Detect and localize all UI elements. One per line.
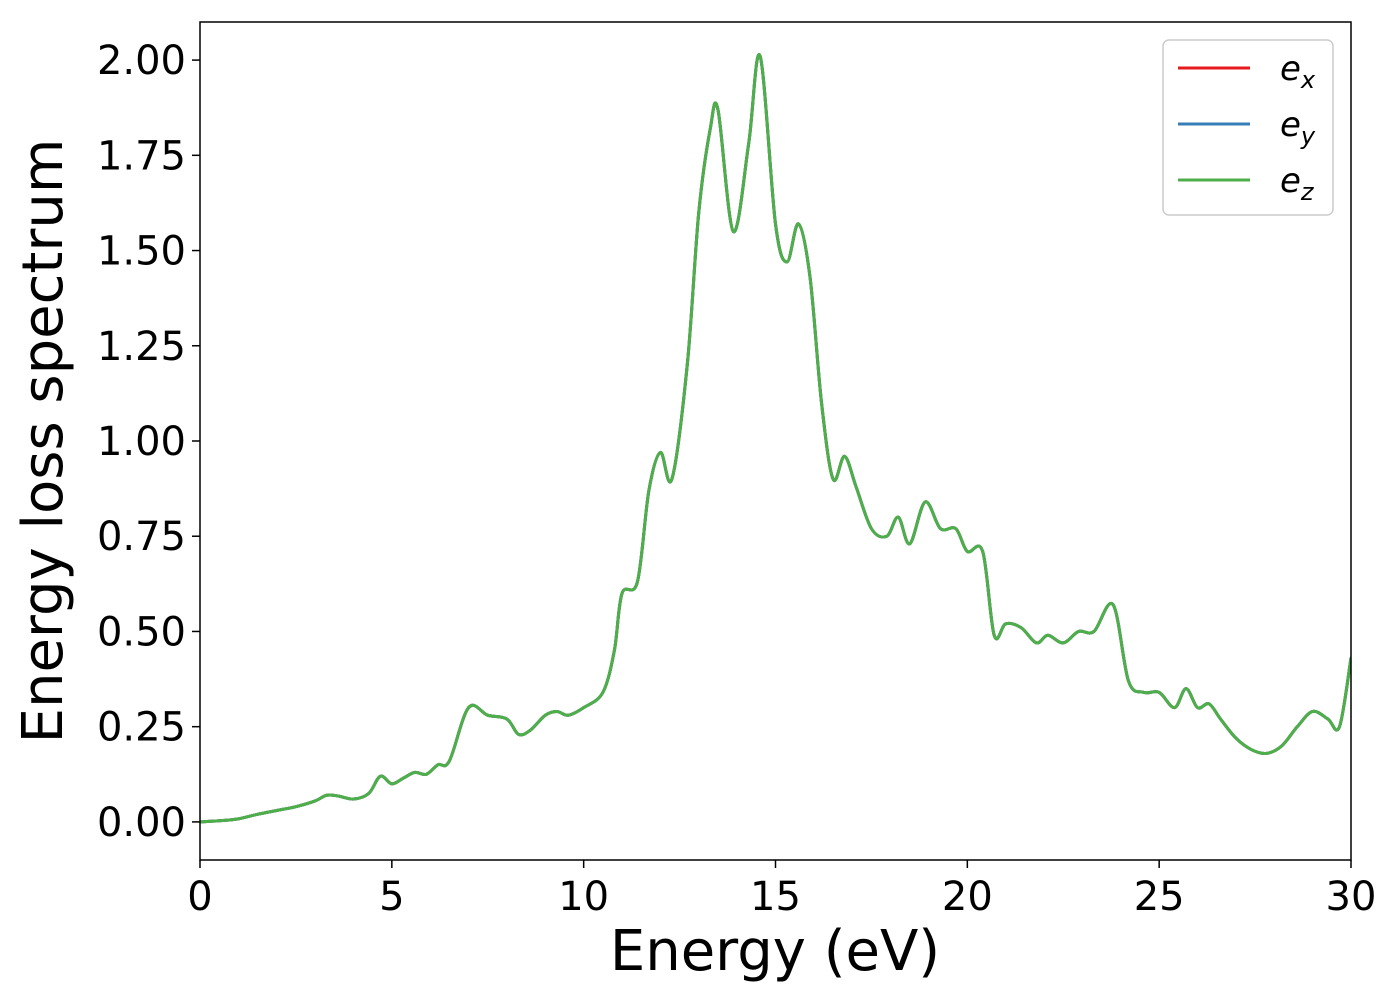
y-axis-ticks: 0.00 0.25 0.50 0.75 1.00 1.25 1.50 1.75 2.00	[97, 38, 200, 846]
legend: ex ey ez	[1162, 39, 1334, 216]
y-tick-label: 1.50	[97, 229, 186, 275]
series-layer	[200, 53, 1351, 824]
y-tick-label: 0.75	[97, 514, 186, 560]
y-axis-title: Energy loss spectrum	[11, 139, 76, 744]
x-tick-label: 30	[1326, 874, 1377, 920]
y-tick-label: 0.00	[97, 800, 186, 846]
x-tick-label: 25	[1134, 874, 1185, 920]
x-tick-label: 15	[750, 874, 801, 920]
x-tick-label: 0	[187, 874, 212, 920]
y-tick-label: 1.00	[97, 419, 186, 465]
y-tick-label: 0.25	[97, 705, 186, 751]
x-axis-title: Energy (eV)	[610, 919, 940, 984]
x-tick-label: 20	[942, 874, 993, 920]
x-tick-label: 5	[379, 874, 404, 920]
legend-label-e-y: ey	[1280, 105, 1316, 150]
y-tick-label: 1.25	[97, 324, 186, 370]
y-tick-label: 1.75	[97, 133, 186, 179]
legend-box	[1162, 39, 1334, 216]
legend-label-e-x: ex	[1280, 49, 1316, 94]
y-tick-label: 0.50	[97, 609, 186, 655]
legend-label-e-z: ez	[1280, 161, 1315, 206]
series-line-e-z	[200, 53, 1351, 824]
x-tick-label: 10	[558, 874, 609, 920]
y-tick-label: 2.00	[97, 38, 186, 84]
x-axis-ticks: 0 5 10 15 20 25 30	[187, 860, 1376, 920]
